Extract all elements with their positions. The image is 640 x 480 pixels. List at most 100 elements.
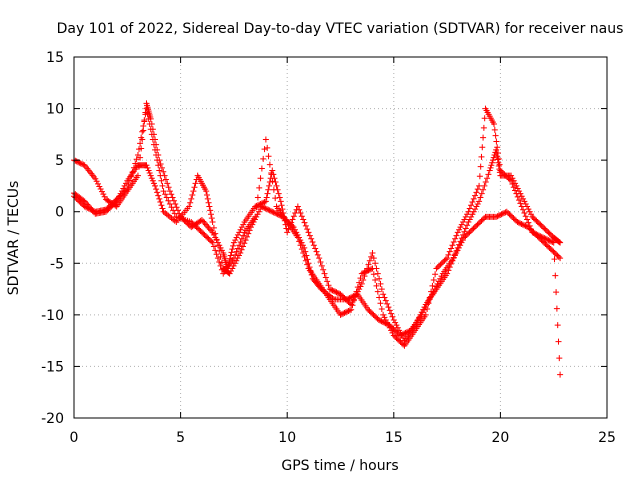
- data-point: [276, 194, 283, 201]
- data-point: [230, 239, 237, 246]
- data-point: [332, 288, 339, 295]
- data-point: [493, 146, 500, 153]
- data-point: [197, 217, 204, 224]
- data-point: [505, 175, 512, 182]
- data-point: [160, 168, 167, 175]
- data-point: [158, 177, 165, 184]
- data-point: [451, 252, 458, 259]
- data-point: [171, 210, 178, 217]
- data-point: [266, 179, 273, 186]
- data-point: [398, 340, 405, 347]
- data-point: [473, 222, 480, 229]
- data-point: [426, 294, 433, 301]
- data-point: [520, 195, 527, 202]
- data-point: [444, 255, 451, 262]
- data-point: [533, 231, 540, 238]
- data-point: [132, 160, 139, 167]
- data-point: [149, 177, 156, 184]
- data-point: [478, 153, 485, 160]
- data-point: [302, 257, 309, 264]
- data-point: [228, 249, 235, 256]
- data-point: [189, 220, 196, 227]
- data-point: [116, 193, 123, 200]
- data-point: [337, 291, 344, 298]
- data-point: [213, 251, 220, 258]
- data-point: [203, 188, 210, 195]
- data-point: [365, 261, 372, 268]
- data-point: [292, 210, 299, 217]
- data-point: [509, 180, 516, 187]
- data-point: [362, 268, 369, 275]
- y-tick-label: -20: [41, 411, 64, 427]
- data-point: [266, 182, 273, 189]
- data-point: [454, 247, 461, 254]
- data-point: [170, 197, 177, 204]
- data-point: [473, 203, 480, 210]
- data-point: [141, 117, 148, 124]
- data-point: [476, 173, 483, 180]
- data-point: [532, 216, 539, 223]
- data-point: [506, 211, 513, 218]
- data-point: [214, 255, 221, 262]
- data-point: [305, 260, 312, 267]
- data-point: [392, 333, 399, 340]
- y-tick-label: -15: [41, 359, 64, 375]
- data-point: [349, 302, 356, 309]
- data-point: [540, 234, 547, 241]
- data-point: [88, 206, 95, 213]
- data-point: [521, 210, 528, 217]
- data-point: [469, 211, 476, 218]
- data-point: [436, 262, 443, 269]
- data-point: [346, 307, 353, 314]
- data-point: [267, 208, 274, 215]
- data-point: [538, 233, 545, 240]
- data-point: [429, 282, 436, 289]
- data-point: [505, 210, 512, 217]
- data-point: [255, 208, 262, 215]
- data-point: [461, 234, 468, 241]
- data-point: [298, 246, 305, 253]
- data-point: [478, 190, 485, 197]
- data-point: [208, 215, 215, 222]
- data-point: [261, 204, 268, 211]
- data-point: [270, 186, 277, 193]
- data-point: [304, 226, 311, 233]
- data-point: [453, 232, 460, 239]
- data-point: [259, 204, 266, 211]
- data-point: [375, 317, 382, 324]
- data-point: [76, 159, 83, 166]
- data-point: [269, 208, 276, 215]
- data-point: [544, 236, 551, 243]
- data-point: [333, 289, 340, 296]
- data-point: [328, 286, 335, 293]
- data-point: [216, 248, 223, 255]
- data-point: [114, 195, 121, 202]
- data-point: [77, 199, 84, 206]
- data-point: [388, 327, 395, 334]
- data-point: [234, 245, 241, 252]
- data-point: [158, 202, 165, 209]
- data-point: [480, 134, 487, 141]
- data-point: [238, 235, 245, 242]
- data-point: [458, 239, 465, 246]
- data-point: [357, 283, 364, 290]
- data-point: [272, 179, 279, 186]
- data-point: [312, 245, 319, 252]
- data-point: [82, 204, 89, 211]
- data-point: [498, 168, 505, 175]
- data-point: [89, 207, 96, 214]
- data-point: [510, 184, 517, 191]
- data-point: [156, 167, 163, 174]
- data-point: [234, 231, 241, 238]
- data-point: [253, 204, 260, 211]
- data-point: [533, 217, 540, 224]
- data-point: [120, 189, 127, 196]
- data-point: [474, 200, 481, 207]
- data-point: [370, 255, 377, 262]
- data-point: [277, 198, 284, 205]
- data-point: [464, 211, 471, 218]
- data-point: [320, 266, 327, 273]
- data-point: [514, 219, 521, 226]
- data-point: [342, 309, 349, 316]
- data-point: [361, 269, 368, 276]
